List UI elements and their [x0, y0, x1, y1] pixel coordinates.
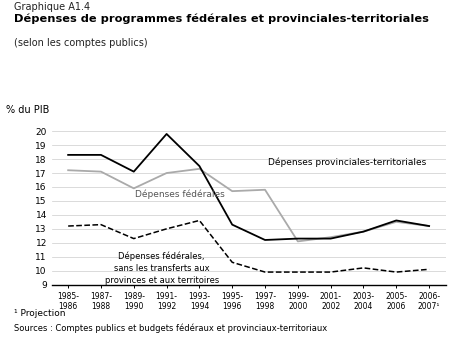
- Text: Graphique A1.4: Graphique A1.4: [14, 2, 90, 12]
- Text: ¹ Projection: ¹ Projection: [14, 309, 65, 318]
- Text: Sources : Comptes publics et budgets fédéraux et provinciaux-territoriaux: Sources : Comptes publics et budgets féd…: [14, 324, 327, 333]
- Text: Dépenses de programmes fédérales et provinciales-territoriales: Dépenses de programmes fédérales et prov…: [14, 14, 428, 24]
- Text: % du PIB: % du PIB: [6, 105, 50, 115]
- Text: Dépenses provinciales-territoriales: Dépenses provinciales-territoriales: [268, 158, 427, 167]
- Text: (selon les comptes publics): (selon les comptes publics): [14, 38, 147, 48]
- Text: Dépenses fédérales: Dépenses fédérales: [135, 190, 225, 199]
- Text: Dépenses fédérales,
sans les transferts aux
provinces et aux territoires: Dépenses fédérales, sans les transferts …: [104, 252, 219, 285]
